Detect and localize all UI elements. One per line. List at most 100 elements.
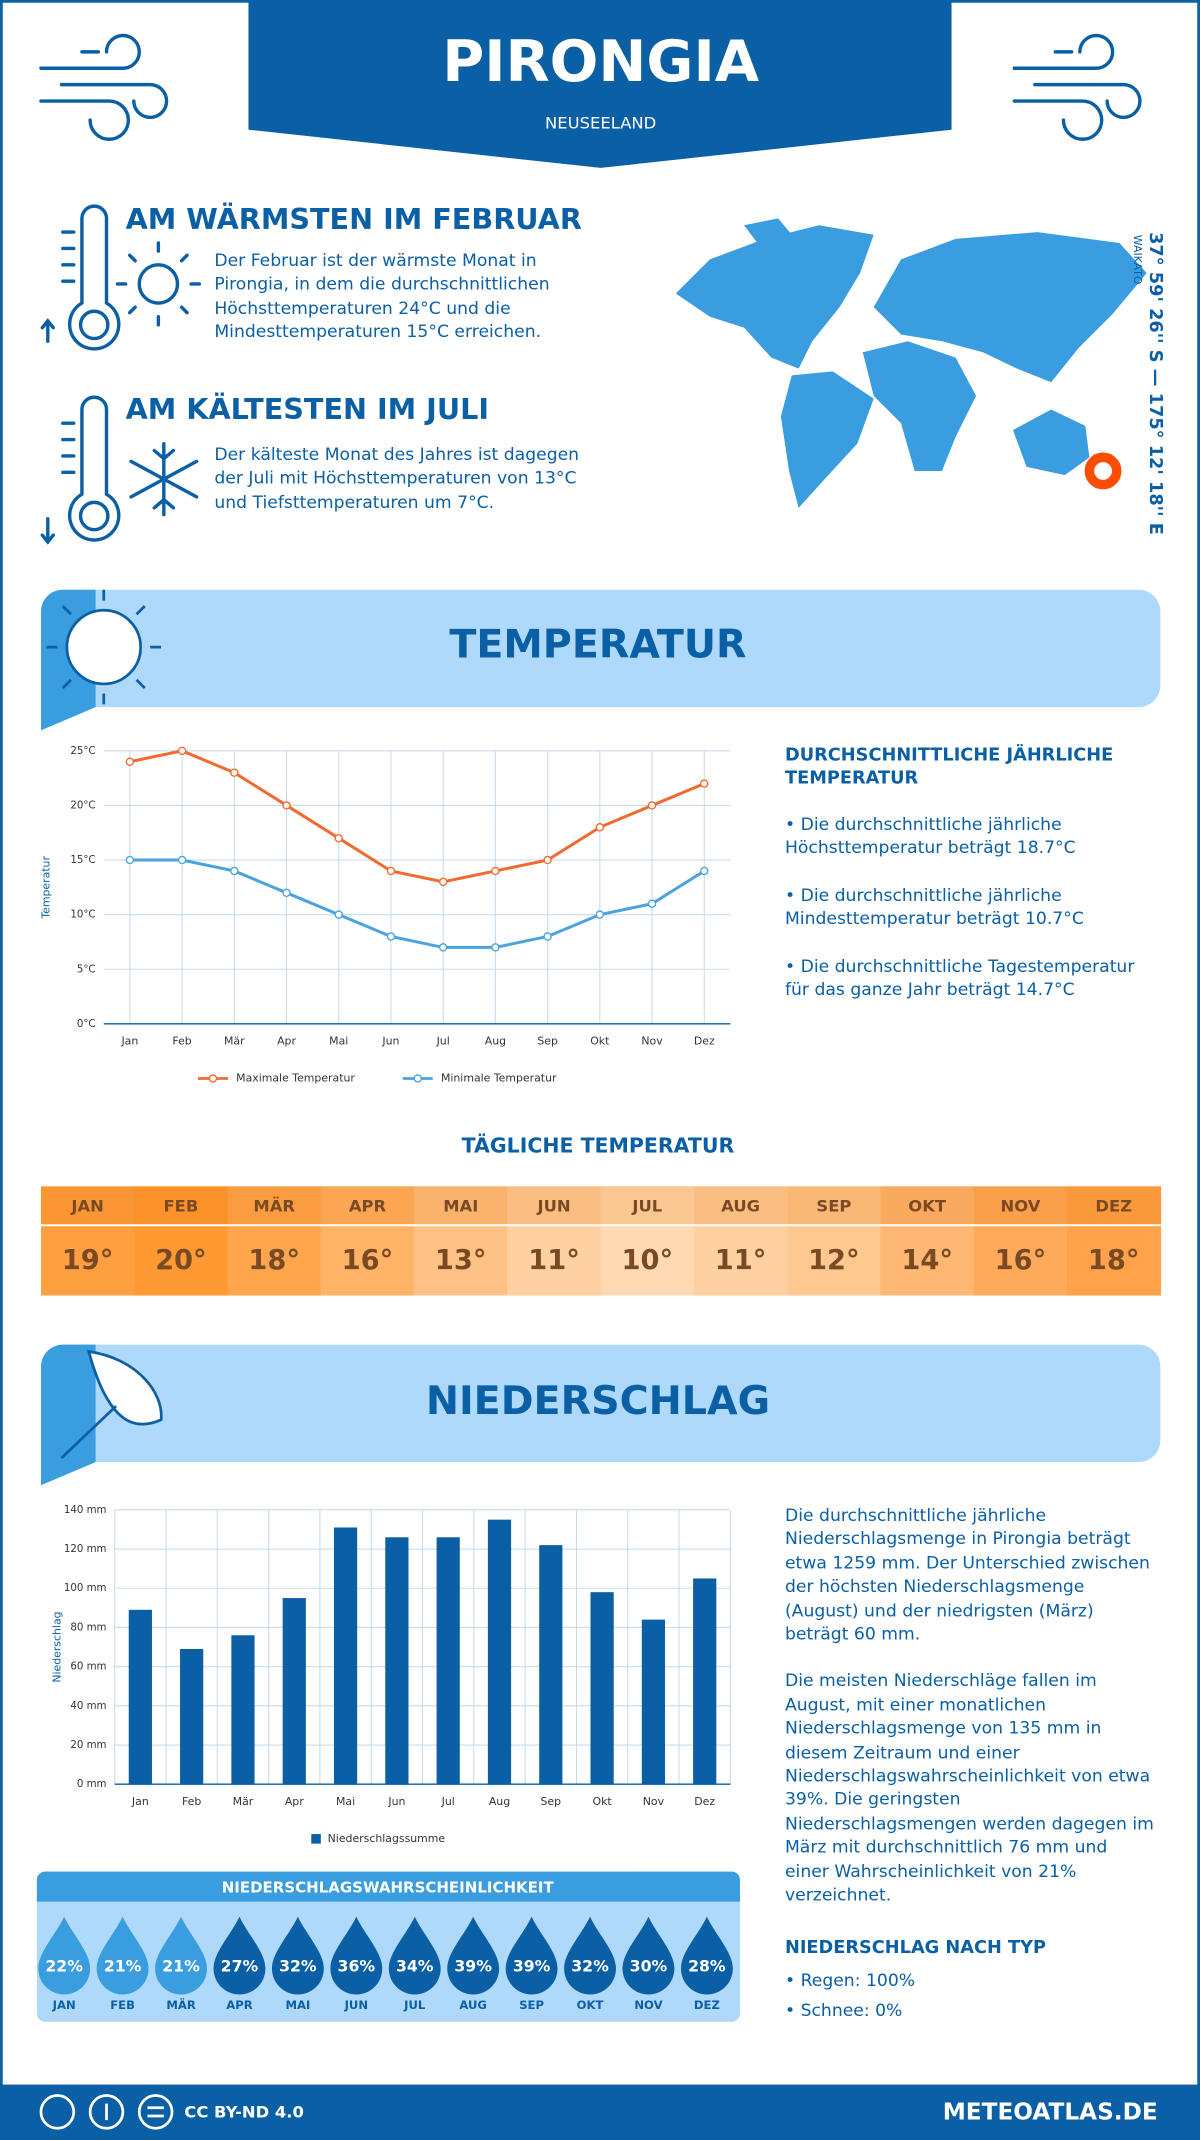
daily-value: 11° [528,1245,580,1276]
y-tick-label: 25°C [70,746,95,757]
x-tick-label: Mär [224,1035,245,1048]
drop-value: 27% [221,1957,259,1976]
x-tick-label: Feb [182,1795,201,1808]
x-tick-label: Mär [233,1795,254,1808]
section-heading: NIEDERSCHLAG [426,1378,770,1424]
x-tick-label: Okt [590,1035,610,1048]
point [647,899,657,908]
daily-header-shade [40,1186,135,1225]
precip-paragraph: Die meisten Niederschläge fallen im Augu… [784,1670,1154,1905]
warm-text-box: Der Februar ist der wärmste Monat in Pir… [214,250,549,342]
drop [447,1916,500,1995]
probability-header [36,1871,740,1902]
x-tick-label: Aug [485,1035,506,1048]
daily-value-cell [600,1225,695,1296]
x-tick-label: Sep [537,1035,558,1048]
daily-header-cell [134,1186,229,1225]
y-tick-label: 20 mm [70,1740,106,1751]
x-tick-label: Jan [131,1795,149,1808]
daily-header-cell [973,1186,1068,1225]
daily-header-shade [600,1186,695,1225]
location-marker [1084,452,1122,490]
precip-paragraph: Die durchschnittliche jährliche Niedersc… [784,1504,1150,1644]
drop-month: JUL [403,1998,426,2012]
license: CC BY-ND 4.0 [184,2103,304,2122]
daily-value: 13° [435,1245,487,1276]
drop-value: 28% [688,1957,726,1976]
temp-bullet: • Die durchschnittliche Tagestemperatur … [784,955,1135,1000]
precip-type-item: • Schnee: 0% [785,2001,902,2021]
daily-month: MAI [443,1196,478,1215]
y-tick-label: 15°C [70,855,95,866]
header-banner [248,0,952,168]
probability-box [36,1871,740,2022]
point [595,910,605,919]
drop-month: NOV [634,1998,662,2012]
point [595,823,605,832]
legend-marker [311,1834,321,1844]
x-tick-label: Jan [120,1035,138,1048]
daily-header-cell [787,1186,882,1225]
bar [231,1635,255,1785]
section-heading: TEMPERATUR [449,622,746,668]
daily-value: 16° [995,1245,1047,1276]
drop-value: 21% [104,1957,142,1976]
daily-header-shade [880,1186,975,1225]
x-tick-label: Jul [441,1795,455,1808]
daily-month: FEB [163,1196,198,1215]
precip-type-item: • Regen: 100% [785,1971,915,1991]
drop-value: 39% [454,1957,492,1976]
series-line [129,749,705,884]
daily-month: AUG [721,1196,760,1215]
drop-month: SEP [519,1998,544,2012]
point [177,746,187,756]
point [386,932,396,941]
drop [564,1916,616,1995]
y-tick-label: 140 mm [64,1505,107,1516]
point [438,877,448,887]
world-map [675,218,1147,508]
drop [213,1916,266,1995]
y-tick-label: 40 mm [70,1701,106,1712]
daily-value-cell [507,1225,602,1296]
x-tick-label: Mai [329,1035,348,1048]
temp-info-title: DURCHSCHNITTLICHE JÄHRLICHE TEMPERATUR [784,745,1114,790]
point [125,855,135,865]
y-tick-label: 120 mm [64,1544,107,1555]
drop-value: 30% [630,1957,668,1976]
daily-value: 19° [62,1245,114,1276]
point [230,866,239,876]
y-tick-label: 5°C [77,964,96,975]
legend-marker [413,1074,422,1083]
drop [271,1916,324,1995]
bar [693,1578,717,1785]
y-axis-label: Niederschlag [50,1611,63,1682]
drop [388,1916,441,1995]
bar [487,1519,512,1785]
y-tick-label: 20°C [70,800,95,811]
temp-info: • Die durchschnittliche jährliche Höchst… [785,812,1154,1001]
point [438,943,448,952]
point [282,801,291,810]
daily-value: 18° [248,1245,300,1276]
x-tick-label: Jun [381,1035,399,1048]
precipitation-banner [40,1344,1161,1463]
daily-value: 16° [342,1245,394,1276]
x-tick-label: Dez [694,1795,715,1808]
y-axis-label: Temperatur [39,856,52,920]
daily-month: JUL [631,1196,662,1215]
point [334,833,343,843]
coordinates: 37° 59' 26'' S — 175° 12' 18'' E [1145,232,1165,535]
point [491,943,500,952]
drop [505,1916,558,1995]
daily-month: APR [349,1196,387,1215]
bar [436,1537,460,1785]
drop-value: 22% [45,1957,83,1976]
legend-label: Minimale Temperatur [441,1071,557,1084]
drop-month: MÄR [166,1997,196,2012]
point [282,888,291,898]
precip-type-title: NIEDERSCHLAG NACH TYP [785,1938,1046,1958]
drop [622,1916,675,1995]
